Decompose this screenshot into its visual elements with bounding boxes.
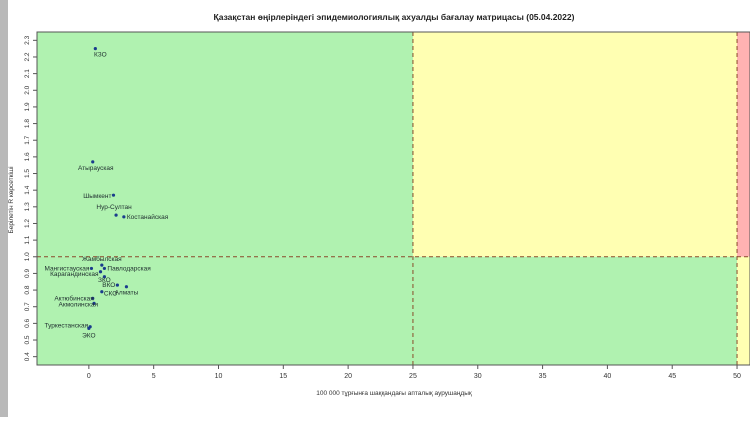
y-tick-label: 1.9 bbox=[24, 102, 31, 111]
point-label: Акмолинская bbox=[59, 301, 99, 308]
point-marker bbox=[100, 263, 104, 267]
x-tick-label: 15 bbox=[279, 373, 287, 380]
point-label: Костанайская bbox=[127, 213, 169, 221]
x-tick-label: 50 bbox=[733, 373, 741, 380]
y-tick-label: 2.1 bbox=[24, 69, 31, 78]
y-tick-label: 0.5 bbox=[24, 335, 31, 344]
zone-0 bbox=[37, 32, 413, 257]
point-marker bbox=[102, 266, 107, 271]
data-point-3: Нур-Султан bbox=[96, 204, 132, 217]
point-label: Туркестанская bbox=[44, 323, 88, 330]
data-point-4: Костанайская bbox=[122, 213, 169, 221]
point-label: Алматы bbox=[115, 290, 139, 297]
point-marker bbox=[100, 290, 104, 294]
point-marker bbox=[115, 283, 119, 287]
y-tick-label: 1.4 bbox=[24, 185, 31, 194]
points-layer: КЗО Атырауская Шымкент Нур-Султан Костанайск… bbox=[44, 47, 169, 339]
point-marker bbox=[114, 213, 118, 217]
y-tick-label: 1.1 bbox=[24, 235, 31, 244]
data-point-6: Мангистауская bbox=[44, 265, 94, 272]
point-marker bbox=[89, 266, 94, 271]
y-tick-label: 0.9 bbox=[24, 269, 31, 278]
y-tick-label: 1.8 bbox=[24, 119, 31, 128]
point-marker bbox=[91, 296, 95, 300]
x-tick-label: 25 bbox=[409, 373, 417, 380]
plot-border bbox=[36, 31, 750, 366]
point-label: КЗО bbox=[94, 52, 107, 59]
y-tick-label: 0.6 bbox=[24, 318, 31, 327]
point-marker bbox=[122, 215, 126, 219]
data-point-14: Акмолинская bbox=[59, 301, 99, 308]
point-label: Актюбинская bbox=[54, 294, 94, 302]
point-marker bbox=[98, 270, 103, 274]
point-label: Павлодарская bbox=[107, 265, 151, 272]
y-tick-label: 0.4 bbox=[24, 352, 31, 361]
window-left-edge bbox=[0, 0, 8, 417]
point-label: Карагандинская bbox=[50, 271, 99, 278]
data-point-0: КЗО bbox=[93, 47, 107, 59]
chart-title: Қазақстан өңірлеріндегі эпидемиологиялық… bbox=[214, 12, 575, 22]
data-point-9: ЗКО bbox=[98, 275, 111, 284]
y-tick-label: 1.2 bbox=[24, 219, 31, 228]
y-tick-label: 0.8 bbox=[24, 285, 31, 294]
data-point-10: ВКО bbox=[102, 282, 119, 289]
x-tick-label: 40 bbox=[604, 373, 612, 380]
data-point-13: Актюбинская bbox=[54, 294, 95, 302]
point-label: Жамбылская bbox=[82, 255, 122, 263]
y-tick-label: 1.6 bbox=[24, 152, 31, 161]
data-point-2: Шымкент bbox=[83, 193, 116, 200]
y-tick-label: 2.2 bbox=[24, 52, 31, 61]
point-label: ВКО bbox=[102, 282, 115, 289]
point-marker bbox=[92, 301, 96, 305]
point-marker bbox=[87, 326, 91, 330]
point-label: Шымкент bbox=[83, 193, 111, 200]
data-point-1: Атырауская bbox=[78, 160, 114, 172]
x-tick-label: 35 bbox=[539, 373, 547, 380]
point-label: Нур-Султан bbox=[96, 204, 132, 211]
zone-3 bbox=[37, 256, 738, 365]
x-tick-label: 30 bbox=[474, 373, 482, 380]
point-label: Атырауская bbox=[78, 165, 114, 172]
data-point-16: ЭКО bbox=[82, 326, 96, 339]
point-marker bbox=[102, 275, 107, 279]
zone-2 bbox=[737, 32, 750, 257]
y-axis-label: Берілетін R көрсеткіші bbox=[7, 166, 15, 233]
point-marker bbox=[91, 160, 95, 164]
zone-1 bbox=[412, 32, 738, 257]
x-tick-label: 20 bbox=[344, 373, 352, 380]
data-point-12: СКО bbox=[100, 290, 117, 298]
x-tick-label: 0 bbox=[87, 373, 91, 380]
point-marker bbox=[124, 285, 129, 289]
y-tick-label: 0.7 bbox=[24, 302, 31, 311]
y-tick-label: 2.0 bbox=[24, 85, 31, 94]
x-axis-label: 100 000 тұрғынға шаққандағы апталық ауру… bbox=[316, 390, 472, 397]
data-point-11: Алматы bbox=[115, 285, 139, 297]
point-marker bbox=[93, 47, 97, 51]
y-tick-label: 1.0 bbox=[24, 252, 31, 261]
data-point-5: Жамбылская bbox=[82, 255, 122, 267]
point-label: ЗКО bbox=[98, 277, 111, 284]
x-axis: 0 5 10 15 20 25 30 35 40 45 50 bbox=[87, 365, 741, 380]
data-point-7: Павлодарская bbox=[102, 265, 151, 272]
data-point-8: Карагандинская bbox=[50, 270, 103, 278]
point-marker bbox=[111, 193, 116, 197]
y-axis: 0.4 0.5 0.6 0.7 0.8 0.9 1.0 1.1 1.2 1.3 1.4 1.5 1.6 1… bbox=[24, 35, 37, 361]
y-tick-label: 1.7 bbox=[24, 135, 31, 144]
zone-4 bbox=[737, 256, 750, 365]
point-label: СКО bbox=[104, 291, 117, 298]
zones-layer bbox=[37, 32, 750, 365]
x-tick-label: 10 bbox=[215, 373, 223, 380]
x-tick-label: 5 bbox=[152, 373, 156, 380]
data-point-15: Туркестанская bbox=[44, 323, 92, 330]
x-tick-label: 45 bbox=[668, 373, 676, 380]
y-tick-label: 1.5 bbox=[24, 169, 31, 178]
point-label: ЭКО bbox=[82, 332, 95, 339]
y-tick-label: 2.3 bbox=[24, 35, 31, 44]
point-label: Мангистауская bbox=[44, 265, 89, 272]
y-tick-label: 1.3 bbox=[24, 202, 31, 211]
